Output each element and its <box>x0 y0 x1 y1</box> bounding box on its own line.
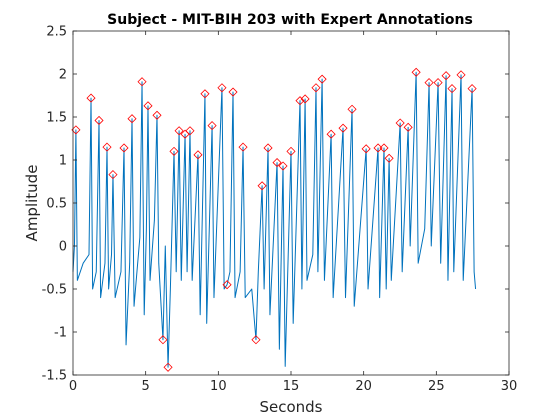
annotation-marker <box>467 84 477 94</box>
chart-title: Subject - MIT-BIH 203 with Expert Annota… <box>107 12 473 28</box>
annotation-marker <box>361 144 371 154</box>
y-tick-label: -0.5 <box>42 283 67 298</box>
annotation-marker <box>185 126 195 136</box>
annotation-marker <box>207 121 217 131</box>
signal-line <box>72 71 477 368</box>
y-tick-label: -1.5 <box>42 369 67 384</box>
annotation-marker <box>384 153 394 163</box>
annotation-marker <box>86 93 96 103</box>
x-tick-label: 25 <box>428 379 445 394</box>
annotation-marker <box>295 96 305 106</box>
y-tick-label: -1 <box>54 326 67 341</box>
x-tick-label: 10 <box>210 379 227 394</box>
annotation-marker <box>257 181 267 191</box>
annotation-marker <box>395 118 405 128</box>
annotation-marker <box>263 143 273 153</box>
x-tick-label: 0 <box>69 379 77 394</box>
annotation-marker <box>433 78 443 88</box>
annotation-marker <box>169 146 179 156</box>
y-tick-label: 2.5 <box>46 25 67 40</box>
annotation-marker <box>338 123 348 133</box>
annotation-marker <box>193 150 203 160</box>
annotation-marker <box>94 115 104 126</box>
annotation-marker <box>102 142 112 152</box>
annotation-marker <box>251 335 261 345</box>
annotation-marker <box>127 114 137 124</box>
x-tick-label: 5 <box>142 379 150 394</box>
annotation-marker <box>143 101 153 111</box>
y-tick-label: 0.5 <box>46 197 67 212</box>
x-tick-label: 15 <box>283 379 300 394</box>
annotation-marker <box>163 362 173 372</box>
annotation-marker <box>278 161 288 171</box>
annotation-marker <box>317 74 327 84</box>
annotation-marker <box>158 335 168 345</box>
annotation-marker <box>447 84 457 94</box>
annotation-marker <box>424 78 434 88</box>
annotation-marker <box>347 104 357 114</box>
y-tick-label: 2 <box>59 68 67 83</box>
annotation-marker <box>311 83 321 93</box>
annotation-marker <box>217 83 227 93</box>
annotation-marker <box>456 70 466 80</box>
annotation-marker <box>326 129 336 139</box>
annotation-marker <box>411 67 421 77</box>
x-axis-label: Seconds <box>259 398 322 416</box>
annotation-marker <box>222 280 232 290</box>
annotation-marker <box>286 146 296 156</box>
annotation-marker <box>272 158 282 168</box>
annotation-marker <box>152 110 162 120</box>
y-tick-label: 1 <box>59 154 67 169</box>
annotation-marker <box>379 143 389 153</box>
y-tick-label: 0 <box>59 240 67 255</box>
annotation-marker <box>108 170 118 180</box>
annotation-marker <box>441 71 451 81</box>
annotation-marker <box>300 94 310 104</box>
x-tick-label: 30 <box>501 379 518 394</box>
y-tick-label: 1.5 <box>46 111 67 126</box>
annotation-marker <box>200 89 210 99</box>
annotation-marker <box>174 126 184 136</box>
annotation-marker <box>228 87 238 97</box>
annotation-marker <box>137 77 147 87</box>
annotation-marker <box>403 122 413 132</box>
annotation-marker <box>373 143 383 153</box>
x-tick-label: 20 <box>355 379 372 394</box>
annotation-marker <box>119 143 129 153</box>
annotation-marker <box>238 142 248 152</box>
y-axis-label: Amplitude <box>23 165 41 242</box>
